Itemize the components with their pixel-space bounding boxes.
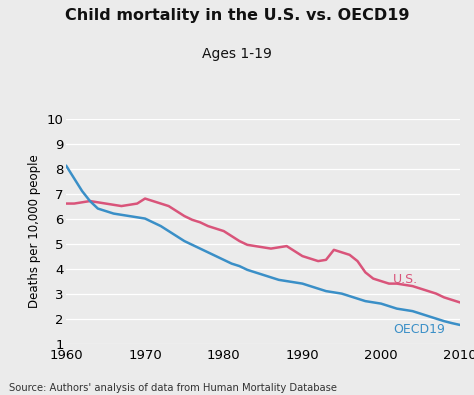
Text: OECD19: OECD19 [393, 324, 445, 337]
Text: Source: Authors' analysis of data from Human Mortality Database: Source: Authors' analysis of data from H… [9, 383, 337, 393]
Text: Ages 1-19: Ages 1-19 [202, 47, 272, 61]
Y-axis label: Deaths per 10,000 people: Deaths per 10,000 people [28, 154, 41, 308]
Text: Child mortality in the U.S. vs. OECD19: Child mortality in the U.S. vs. OECD19 [65, 8, 409, 23]
Text: U.S.: U.S. [393, 273, 418, 286]
